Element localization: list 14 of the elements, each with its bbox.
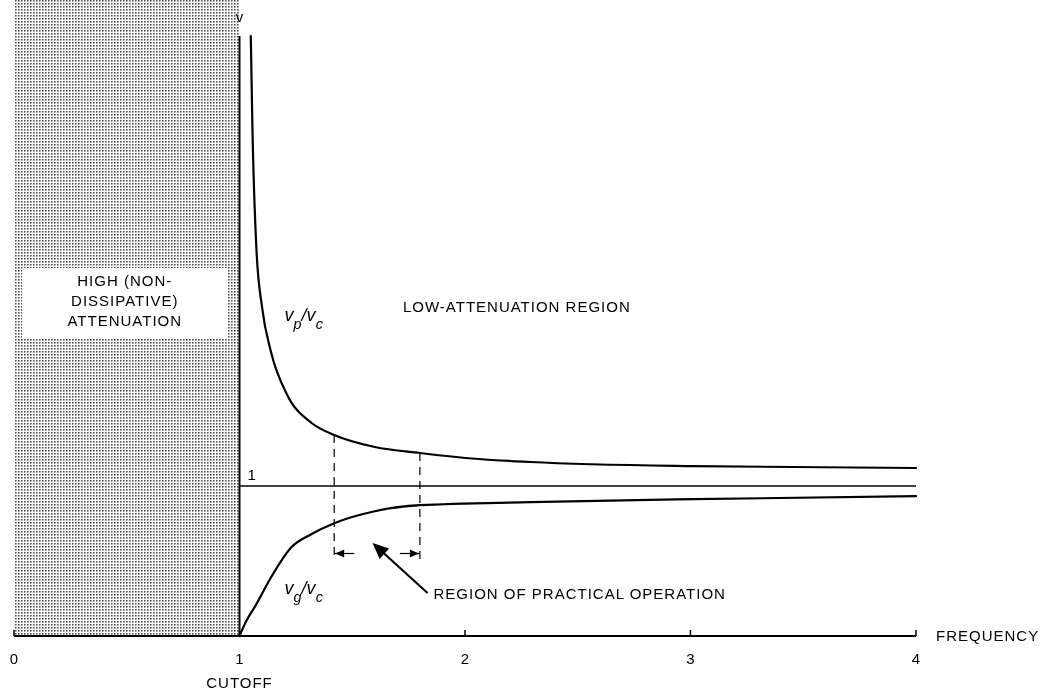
band-label: HIGH (NON-DISSIPATIVE) ATTENUATION [67, 272, 183, 329]
series-label: v$_{p}$/v$_{c}$ [284, 305, 324, 332]
annotation: LOW-ATTENUATION REGION [402, 298, 631, 315]
x-tick-label: 2 [460, 650, 470, 667]
x-tick-label: 1 [235, 650, 244, 667]
legend-label: v$_{g}$/v$_{c}$ [284, 578, 324, 605]
x-tick-label: 3 [686, 650, 695, 667]
annotation: 1 [247, 466, 256, 483]
x-tick-label: 0 [9, 650, 19, 667]
annotation: REGION OF PRACTICAL OPERATION [433, 585, 726, 602]
text: CUTOFF [206, 674, 273, 691]
y-axis-title: v [235, 8, 244, 25]
x-axis-title: FREQUENCY [936, 627, 1040, 644]
x-tick-label: 4 [911, 650, 921, 667]
